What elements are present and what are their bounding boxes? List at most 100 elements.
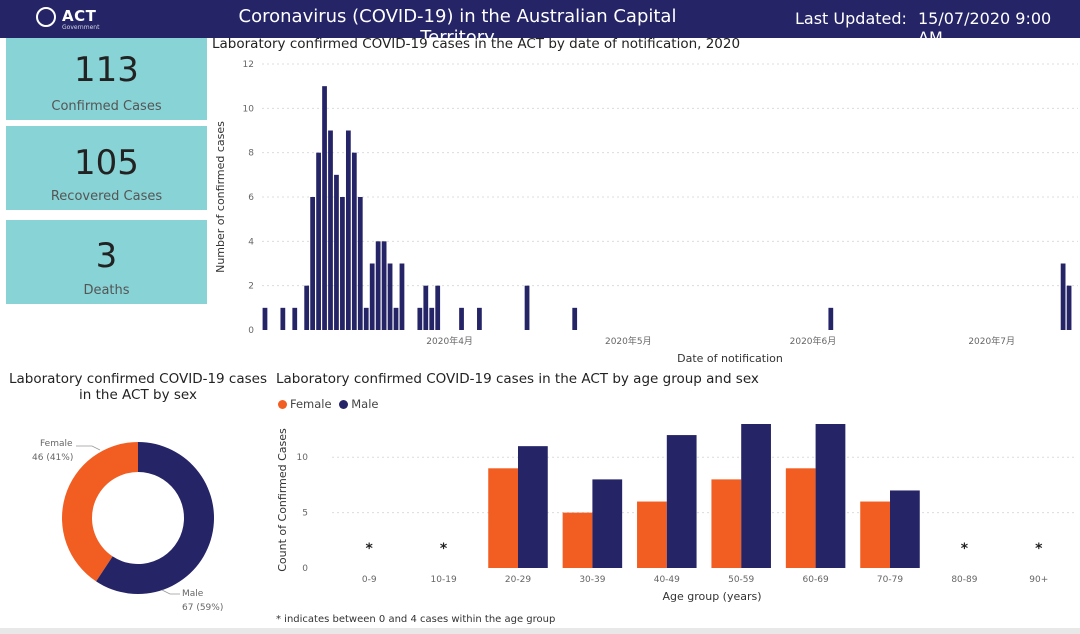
y-tick-label: 12 xyxy=(243,60,254,70)
y-tick-label: 4 xyxy=(248,237,254,247)
kpi-deaths: 3 Deaths xyxy=(6,220,207,304)
date-bar xyxy=(393,307,399,330)
age-bar-female xyxy=(562,512,593,568)
date-bar xyxy=(459,307,464,330)
x-tick-label: 20-29 xyxy=(505,575,531,585)
date-bar xyxy=(357,197,363,330)
date-bar xyxy=(429,307,435,330)
date-bar xyxy=(1066,285,1072,330)
crest-icon xyxy=(36,7,56,27)
kpi-recovered-cases: 105 Recovered Cases xyxy=(6,126,207,210)
date-bar xyxy=(351,152,357,330)
slice-name-label: Female xyxy=(40,439,73,449)
y-tick-label: 6 xyxy=(248,193,254,203)
date-bar xyxy=(363,307,369,330)
date-bar xyxy=(345,130,351,330)
date-bar xyxy=(310,197,316,330)
date-bar xyxy=(399,263,405,330)
age-chart: 0 5 10 0-9 * 10-19 * 20-29 30-39 40-49 50-59 60-69 7… xyxy=(276,424,1076,603)
y-axis-title: Count of Confirmed Cases xyxy=(276,428,289,572)
x-axis-title: Date of notification xyxy=(677,352,783,365)
leader-line xyxy=(76,445,101,451)
donut-slice-female xyxy=(61,442,138,582)
age-chart-footnote: * indicates between 0 and 4 cases within… xyxy=(276,614,556,625)
date-bar xyxy=(280,307,286,330)
age-chart-title: Laboratory confirmed COVID-19 cases in t… xyxy=(276,371,759,387)
age-bar-female xyxy=(711,479,742,568)
x-tick-label: 2020年5月 xyxy=(605,335,652,347)
y-tick-label: 0 xyxy=(248,326,254,336)
date-chart: 0 2 4 6 8 10 12 2020年4月 2020年5月 2020年6月 2020年7月 Dat… xyxy=(214,60,1078,365)
x-tick-label: 60-69 xyxy=(803,575,829,585)
date-bar xyxy=(322,86,327,330)
y-tick-label: 0 xyxy=(302,564,308,574)
y-tick-label: 8 xyxy=(248,149,254,159)
suppressed-marker: * xyxy=(366,541,374,557)
date-bar xyxy=(316,152,321,330)
date-chart-title: Laboratory confirmed COVID-19 cases in t… xyxy=(212,36,741,52)
y-tick-label: 10 xyxy=(243,104,255,114)
age-chart-legend: Female Male xyxy=(278,397,383,411)
date-bar xyxy=(334,174,339,330)
date-bar xyxy=(369,263,375,330)
kpi-value: 105 xyxy=(74,143,139,183)
y-tick-label: 5 xyxy=(302,509,308,519)
date-bar xyxy=(423,285,429,330)
bottom-scrollbar[interactable] xyxy=(0,628,1080,634)
date-bar xyxy=(524,285,530,330)
female-dot-icon xyxy=(278,400,287,409)
x-tick-label: 0-9 xyxy=(362,575,377,585)
x-tick-label: 2020年6月 xyxy=(790,335,837,347)
date-bar xyxy=(572,307,578,330)
x-tick-label: 30-39 xyxy=(579,575,605,585)
kpi-label: Confirmed Cases xyxy=(51,99,162,114)
age-bar-male xyxy=(890,490,920,568)
legend-label: Female xyxy=(290,397,332,411)
date-bar xyxy=(328,130,333,330)
date-bar xyxy=(435,285,441,330)
x-tick-label: 80-89 xyxy=(951,575,977,585)
x-tick-label: 90+ xyxy=(1029,575,1048,585)
kpi-value: 113 xyxy=(74,50,139,90)
date-bar xyxy=(304,285,310,330)
legend-item-male[interactable]: Male xyxy=(339,397,379,411)
header-bar: ACT Government Coronavirus (COVID-19) in… xyxy=(0,0,1080,48)
x-tick-label: 2020年7月 xyxy=(968,335,1015,347)
y-axis-title: Number of confirmed cases xyxy=(214,121,227,273)
date-bar xyxy=(1060,263,1066,330)
logo-text: ACT xyxy=(62,7,97,25)
sex-chart-title: Laboratory confirmed COVID-19 cases in t… xyxy=(8,371,268,403)
x-tick-label: 10-19 xyxy=(431,575,457,585)
act-government-logo: ACT Government xyxy=(34,5,99,33)
donut-slice-male xyxy=(96,442,214,594)
x-tick-label: 70-79 xyxy=(877,575,903,585)
kpi-label: Recovered Cases xyxy=(50,189,163,204)
date-bar xyxy=(262,307,268,330)
date-bar xyxy=(417,307,423,330)
legend-item-female[interactable]: Female xyxy=(278,397,332,411)
age-bar-male xyxy=(592,479,623,568)
leader-line xyxy=(161,589,180,595)
male-dot-icon xyxy=(339,400,349,409)
date-bar xyxy=(381,241,387,330)
date-bar xyxy=(477,307,482,330)
kpi-confirmed-cases: 113 Confirmed Cases xyxy=(6,38,207,120)
date-bar xyxy=(292,307,298,330)
age-bar-female xyxy=(488,468,518,568)
age-bar-male xyxy=(741,424,771,568)
kpi-label: Deaths xyxy=(83,283,130,298)
page-title: Coronavirus (COVID-19) in the Australian… xyxy=(238,6,677,48)
x-tick-label: 40-49 xyxy=(654,575,680,585)
age-bar-female xyxy=(860,501,890,568)
last-updated-value: 15/07/2020 9:00 AM xyxy=(918,9,1052,47)
slice-value-label: 46 (41%) xyxy=(32,453,73,463)
x-tick-label: 50-59 xyxy=(728,575,754,585)
date-bar xyxy=(828,307,834,330)
date-bar xyxy=(340,197,345,330)
date-bar xyxy=(375,241,381,330)
age-bar-female xyxy=(637,501,667,568)
x-axis-title: Age group (years) xyxy=(662,590,761,603)
age-bar-male xyxy=(518,446,548,568)
age-bar-male xyxy=(815,424,846,568)
suppressed-marker: * xyxy=(440,541,448,557)
